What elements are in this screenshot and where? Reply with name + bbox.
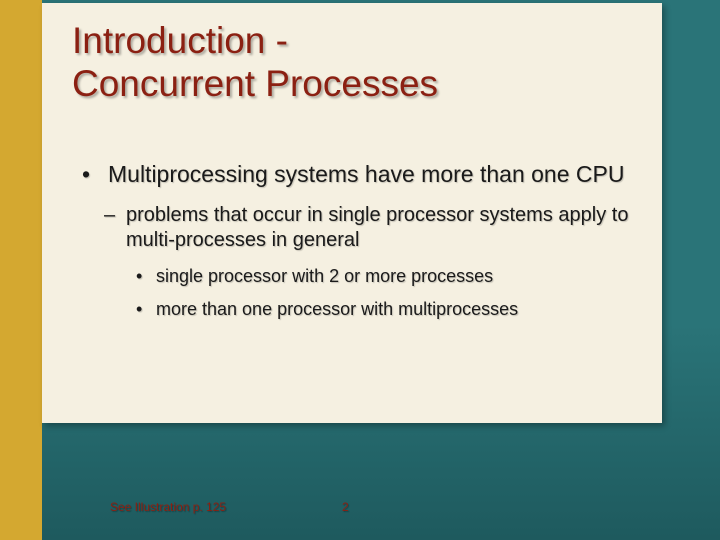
bullet-text: problems that occur in single processor … bbox=[126, 203, 642, 253]
bullet-dot-icon: • bbox=[82, 160, 102, 189]
accent-bar bbox=[0, 0, 42, 540]
page-number: 2 bbox=[342, 500, 349, 514]
bullet-level3: • single processor with 2 or more proces… bbox=[136, 265, 642, 288]
bullet-dot-icon: • bbox=[136, 298, 152, 321]
bullet-level3: • more than one processor with multiproc… bbox=[136, 298, 642, 321]
slide-body: • Multiprocessing systems have more than… bbox=[82, 160, 642, 332]
footer-note: See Illustration p. 125 bbox=[110, 500, 226, 514]
title-line-2: Concurrent Processes bbox=[72, 63, 438, 104]
bullet-text: more than one processor with multiproces… bbox=[156, 298, 518, 321]
slide: Introduction - Concurrent Processes • Mu… bbox=[0, 0, 720, 540]
bullet-text: Multiprocessing systems have more than o… bbox=[108, 160, 624, 189]
slide-title: Introduction - Concurrent Processes bbox=[72, 20, 652, 105]
bullet-dot-icon: • bbox=[136, 265, 152, 288]
title-line-1: Introduction - bbox=[72, 20, 288, 61]
bullet-level2: – problems that occur in single processo… bbox=[104, 203, 642, 253]
bullet-dash-icon: – bbox=[104, 203, 122, 228]
bullet-text: single processor with 2 or more processe… bbox=[156, 265, 493, 288]
bullet-level1: • Multiprocessing systems have more than… bbox=[82, 160, 642, 189]
